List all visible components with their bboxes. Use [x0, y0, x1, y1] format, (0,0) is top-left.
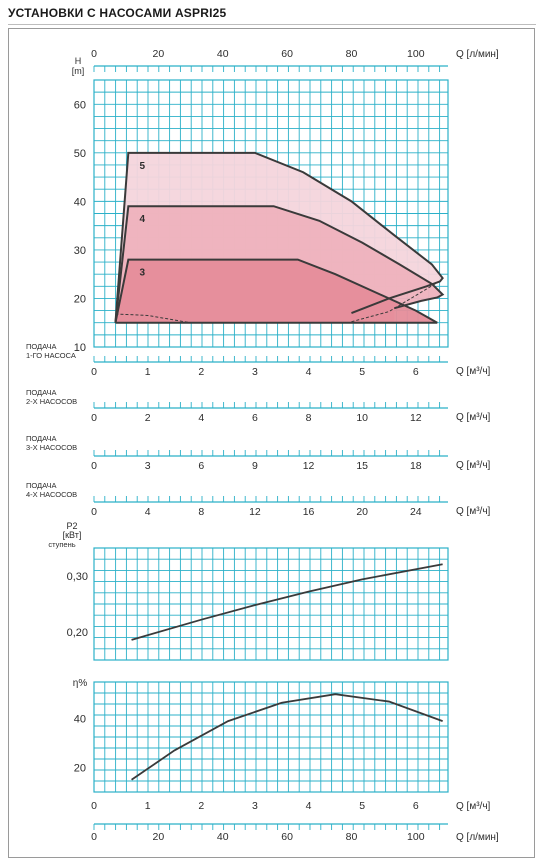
flow_3-caption: ПОДАЧА	[26, 434, 57, 443]
chart-frame	[8, 28, 535, 858]
head-ylabel: H	[75, 56, 82, 66]
power-ytick-label: 0,20	[67, 627, 88, 639]
flow_2-tick-label: 2	[145, 412, 151, 424]
grid-border	[93, 79, 449, 348]
grid-border	[93, 547, 449, 661]
flow_3-tick-label: 6	[198, 460, 204, 472]
curve-label-3: 3	[140, 268, 146, 279]
power-curve	[131, 563, 443, 641]
efficiency-xtick-label: 5	[359, 800, 365, 812]
flow_1-tick-label: 2	[198, 366, 204, 378]
power-ylabel: ступень	[48, 540, 75, 549]
bottom-axis-tick-label: 20	[153, 831, 165, 843]
power-ylabel: P2	[66, 521, 77, 531]
power-ytick-label: 0,30	[67, 571, 88, 583]
efficiency-x-unit: Q [м³/ч]	[456, 801, 491, 812]
power-ylabel: [кВт]	[63, 530, 82, 540]
bottom-axis-tick-label: 40	[217, 831, 229, 843]
title-divider	[8, 24, 536, 25]
flow_4-tick-label: 12	[249, 506, 261, 518]
flow_4-tick-label: 16	[303, 506, 315, 518]
top-axis-tick-label: 100	[407, 48, 425, 60]
power-grid	[93, 547, 449, 661]
flow_1-unit: Q [м³/ч]	[456, 366, 491, 377]
flow_2-tick-label: 6	[252, 412, 258, 424]
efficiency-xtick-label: 1	[145, 800, 151, 812]
top-axis-tick-label: 0	[91, 48, 97, 60]
bottom-axis-tick-label: 100	[407, 831, 425, 843]
head-curve-3	[114, 258, 438, 324]
flow_3-unit: Q [м³/ч]	[456, 460, 491, 471]
flow_2-tick-label: 0	[91, 412, 97, 424]
flow_3-tick-label: 15	[356, 460, 368, 472]
efficiency-xtick-label: 4	[306, 800, 312, 812]
efficiency-grid	[93, 681, 449, 793]
flow_2-tick-label: 12	[410, 412, 422, 424]
page-title: УСТАНОВКИ С НАСОСАМИ ASPRI25	[8, 6, 227, 20]
top-axis-tick-label: 60	[281, 48, 293, 60]
flow_4-tick-label: 8	[198, 506, 204, 518]
flow_3-caption: 3-Х НАСОСОВ	[26, 443, 77, 452]
bottom-axis-tick-label: 80	[346, 831, 358, 843]
efficiency-xtick-label: 0	[91, 800, 97, 812]
bottom-axis-tick-label: 60	[281, 831, 293, 843]
flow_1-tick-label: 3	[252, 366, 258, 378]
bottom-axis-tick-label: 0	[91, 831, 97, 843]
head-dashed-left	[115, 313, 191, 324]
flow_3-tick-label: 3	[145, 460, 151, 472]
flow_1-tick-label: 5	[359, 366, 365, 378]
head-ytick-label: 30	[74, 245, 86, 257]
flow_1-tick-label: 0	[91, 366, 97, 378]
flow_4-tick-label: 0	[91, 506, 97, 518]
head-dashed-right	[351, 280, 441, 323]
grid-border	[93, 681, 449, 793]
flow_1-caption: ПОДАЧА	[26, 342, 57, 351]
flow_3-tick-label: 12	[303, 460, 315, 472]
efficiency-ytick-label: 40	[74, 714, 86, 726]
curve-label-5: 5	[140, 161, 146, 172]
flow_2-unit: Q [м³/ч]	[456, 412, 491, 423]
head-curve-5	[114, 151, 444, 323]
flow_4-tick-label: 20	[356, 506, 368, 518]
efficiency-xtick-label: 3	[252, 800, 258, 812]
bottom-axis-unit: Q [л/мин]	[456, 832, 499, 843]
flow_1-tick-label: 6	[413, 366, 419, 378]
head-ytick-label: 50	[74, 148, 86, 160]
efficiency-curve	[131, 693, 443, 781]
efficiency-ylabel: η%	[73, 678, 88, 689]
flow_3-tick-label: 9	[252, 460, 258, 472]
top-axis-unit: Q [л/мин]	[456, 49, 499, 60]
flow_2-tick-label: 8	[306, 412, 312, 424]
flow_4-tick-label: 24	[410, 506, 422, 518]
efficiency-xtick-label: 6	[413, 800, 419, 812]
top-axis-tick-label: 20	[153, 48, 165, 60]
flow_1-tick-label: 4	[306, 366, 312, 378]
head-yunit: [m]	[72, 66, 85, 76]
flow_2-tick-label: 4	[198, 412, 204, 424]
head-ytick-label: 40	[74, 196, 86, 208]
flow_4-tick-label: 4	[145, 506, 151, 518]
head-curve-4	[114, 205, 445, 323]
efficiency-xtick-label: 2	[198, 800, 204, 812]
flow_1-caption: 1-ГО НАСОСА	[26, 351, 76, 360]
curve-label-4: 4	[140, 214, 146, 225]
flow_4-unit: Q [м³/ч]	[456, 506, 491, 517]
flow_3-tick-label: 18	[410, 460, 422, 472]
head-ytick-label: 60	[74, 99, 86, 111]
efficiency-ytick-label: 20	[74, 763, 86, 775]
top-axis-tick-label: 40	[217, 48, 229, 60]
head-ytick-label: 20	[74, 293, 86, 305]
flow_4-caption: ПОДАЧА	[26, 481, 57, 490]
flow_2-tick-label: 10	[356, 412, 368, 424]
flow_3-tick-label: 0	[91, 460, 97, 472]
top-axis-tick-label: 80	[346, 48, 358, 60]
head-ytick-label: 10	[74, 342, 86, 354]
flow_1-tick-label: 1	[145, 366, 151, 378]
flow_2-caption: ПОДАЧА	[26, 388, 57, 397]
flow_2-caption: 2-Х НАСОСОВ	[26, 397, 77, 406]
head-area-3	[115, 259, 438, 323]
flow_4-caption: 4-Х НАСОСОВ	[26, 490, 77, 499]
